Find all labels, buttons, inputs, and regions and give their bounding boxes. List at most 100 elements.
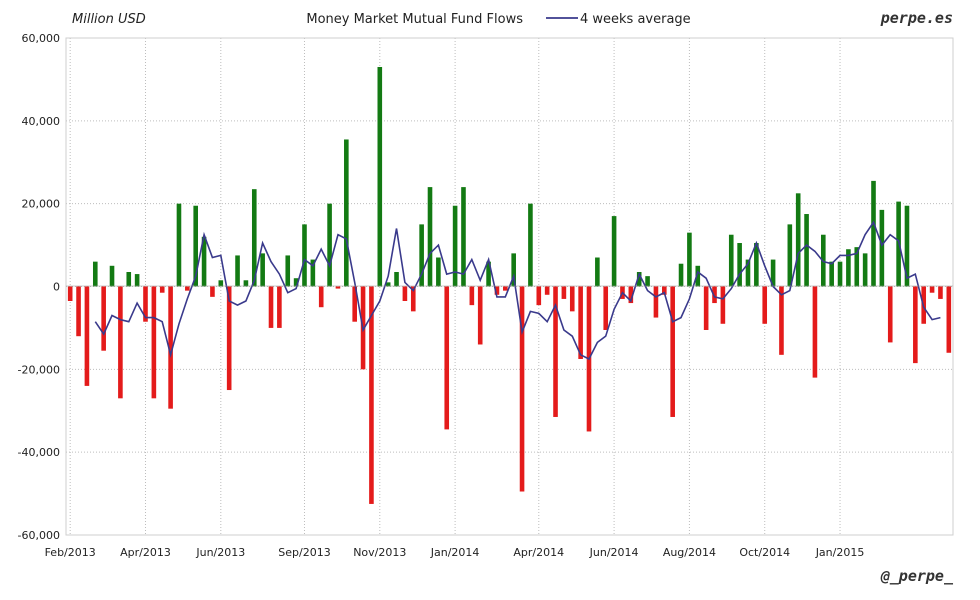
flow-bar (226, 286, 232, 391)
x-tick-label: Apr/2014 (513, 546, 564, 559)
flow-bar (293, 278, 299, 287)
x-tick-label: Oct/2014 (739, 546, 790, 559)
flow-bar (628, 286, 634, 304)
flow-bar (569, 286, 575, 312)
flow-bar (829, 261, 834, 287)
flow-bar (452, 205, 458, 287)
y-axis-unit: Million USD (72, 12, 146, 27)
flow-bar (486, 261, 491, 287)
y-tick-label: 20,000 (22, 198, 61, 211)
flow-bar (118, 286, 123, 399)
flow-bar (695, 265, 701, 287)
flow-bar (268, 286, 274, 328)
flow-bar (251, 189, 257, 287)
x-tick-label: Aug/2014 (663, 546, 716, 559)
flow-bar (260, 253, 265, 287)
brand-text: perpe.es (880, 9, 953, 27)
x-tick-label: Nov/2013 (353, 546, 406, 559)
average-line (94, 220, 941, 361)
flow-bar (712, 286, 717, 304)
flow-bar (913, 286, 918, 364)
flow-bar (871, 180, 876, 287)
flow-bar (636, 272, 642, 287)
flow-bar (436, 257, 441, 287)
flow-bar (201, 236, 207, 287)
flow-bar (653, 286, 659, 318)
flow-bar (795, 193, 801, 287)
flow-bar (285, 255, 291, 287)
flow-bar (377, 66, 383, 287)
flow-bar (703, 286, 709, 330)
flow-bar (385, 282, 391, 287)
flow-bar (310, 259, 316, 287)
bars (67, 66, 952, 504)
flow-bar (76, 286, 81, 337)
x-tick-label: Feb/2013 (45, 546, 96, 559)
flow-bar (678, 263, 684, 287)
flow-bar (754, 243, 759, 287)
flow-bar (193, 205, 199, 287)
flow-bar (846, 249, 851, 287)
flow-bar (277, 286, 282, 328)
flow-bar (553, 286, 558, 417)
flow-bar (344, 139, 349, 287)
flow-bar (159, 286, 165, 293)
flow-bar (302, 224, 307, 287)
flow-bar (511, 253, 516, 287)
flow-bar (402, 286, 408, 301)
x-tick-label: Apr/2013 (120, 546, 171, 559)
y-tick-label: 40,000 (22, 115, 61, 128)
flow-bar (879, 209, 885, 287)
flow-bar (369, 286, 374, 504)
y-tick-label: 0 (53, 281, 60, 294)
flow-bar (862, 253, 868, 287)
flow-bar (536, 286, 542, 306)
x-tick-label: Jan/2014 (430, 546, 480, 559)
twitter-handle: @_perpe_ (880, 567, 954, 585)
flow-bar (561, 286, 567, 299)
flow-bar (737, 243, 742, 287)
flow-bar (787, 224, 793, 287)
flow-bar (494, 286, 500, 295)
flow-bar (812, 286, 818, 378)
flow-bar (218, 280, 224, 287)
x-tick-label: Jun/2013 (195, 546, 245, 559)
flow-bar (804, 214, 809, 287)
flow-bar (419, 224, 424, 287)
legend-label: 4 weeks average (580, 12, 691, 27)
flow-bar (645, 276, 650, 287)
flow-bar (670, 286, 675, 417)
flow-bar (176, 203, 182, 287)
flow-bar (887, 286, 893, 343)
flow-bar (611, 216, 617, 287)
flow-bar (109, 265, 115, 287)
flow-bar (185, 286, 190, 291)
flow-bar (854, 247, 860, 287)
flow-bar (528, 203, 533, 287)
flow-bar (394, 272, 399, 287)
flow-bar (101, 286, 106, 351)
plot-frame (65, 37, 954, 536)
flow-bar (84, 286, 90, 386)
flow-bar (327, 203, 332, 287)
x-tick-label: Jan/2015 (815, 546, 865, 559)
flow-bar (427, 187, 433, 287)
flow-bar (461, 187, 466, 287)
flow-bar (92, 261, 98, 287)
flow-bar (595, 257, 600, 287)
flow-bar (779, 286, 784, 355)
flow-bar (578, 286, 583, 359)
flow-bar (837, 261, 843, 287)
flow-bar (243, 280, 249, 287)
flow-bar (938, 286, 943, 299)
flow-bar (720, 286, 726, 324)
flow-bar (519, 286, 525, 492)
flow-bar (603, 286, 609, 330)
chart-title: Money Market Mutual Fund Flows (306, 12, 523, 27)
x-tick-labels: Feb/2013 Apr/2013 Jun/2013 Sep/2013 Nov/2013… (45, 546, 865, 559)
flow-bar (235, 255, 240, 287)
x-tick-label: Jun/2014 (589, 546, 639, 559)
flow-bar (143, 286, 148, 322)
y-tick-label: -40,000 (18, 446, 60, 459)
flow-bar (318, 286, 324, 308)
